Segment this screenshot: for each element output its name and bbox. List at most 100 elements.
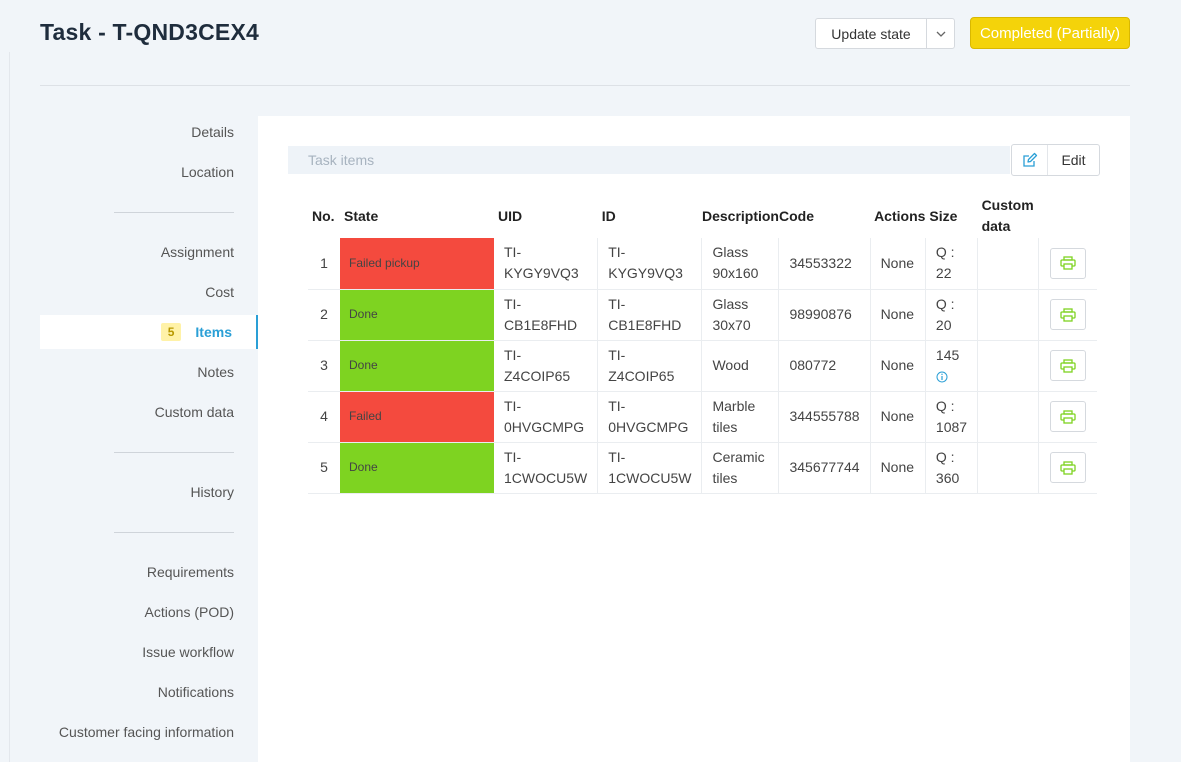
edit-label[interactable]: Edit — [1061, 152, 1086, 168]
column-header-state: State — [344, 207, 379, 224]
description-cell: Ceramic tiles — [701, 442, 779, 494]
uid-link[interactable]: TI- 0HVGCMPG — [494, 391, 598, 443]
printer-icon — [1060, 307, 1076, 322]
id-link[interactable]: TI- CB1E8FHD — [597, 289, 702, 341]
printer-icon — [1060, 358, 1076, 373]
column-header-size: Size — [929, 207, 958, 224]
table-row: 5 Done TI- 1CWOCU5W TI- 1CWOCU5W Ceramic ti… — [308, 442, 1097, 494]
print-cell — [1038, 238, 1097, 290]
code-link[interactable]: 080772 — [778, 340, 871, 392]
id-link[interactable]: TI- 1CWOCU5W — [597, 442, 702, 494]
edit-button[interactable]: Edit — [1011, 144, 1100, 176]
table-row: 4 Failed TI- 0HVGCMPG TI- 0HVGCMPG Marble t… — [308, 391, 1097, 443]
size-cell: Q :1087 — [924, 391, 978, 443]
uid-link[interactable]: TI- CB1E8FHD — [494, 289, 598, 341]
sidebar-item-requirements[interactable]: Requirements — [146, 564, 234, 580]
sidebar-item-actions-pod[interactable]: Actions (POD) — [144, 604, 234, 620]
status-badge: Completed (Partially) — [970, 17, 1130, 49]
items-count-badge: 5 — [160, 323, 182, 341]
uid-link[interactable]: TI- 1CWOCU5W — [494, 442, 598, 494]
items-panel: Task items Edit No. State UID ID Descrip… — [258, 116, 1130, 762]
custom-data-cell — [977, 289, 1039, 341]
actions-cell: None — [869, 340, 926, 392]
sidebar: Details Location Assignment Cost 5 Items… — [40, 112, 258, 752]
sidebar-item-label: Items — [195, 324, 232, 340]
info-icon[interactable] — [936, 371, 948, 383]
sidebar-item-notifications[interactable]: Notifications — [157, 684, 234, 700]
sidebar-item-assignment[interactable]: Assignment — [160, 244, 234, 260]
custom-data-cell — [977, 238, 1039, 290]
row-number: 5 — [308, 442, 340, 494]
column-header-actions: Actions — [874, 207, 926, 224]
description-cell: Marble tiles — [701, 391, 779, 443]
id-link[interactable]: TI- Z4COIP65 — [597, 340, 702, 392]
sidebar-item-history[interactable]: History — [190, 484, 234, 500]
sidebar-item-custom-data[interactable]: Custom data — [154, 404, 234, 420]
print-button[interactable] — [1050, 350, 1087, 381]
print-button[interactable] — [1050, 247, 1087, 279]
size-cell: Q :360 — [924, 442, 978, 494]
column-header-uid: UID — [498, 207, 523, 224]
sidebar-item-cost[interactable]: Cost — [205, 284, 234, 300]
printer-icon — [1060, 256, 1076, 270]
column-header-code: Code — [778, 207, 814, 224]
actions-cell: None — [869, 442, 926, 494]
uid-link[interactable]: TI- Z4COIP65 — [494, 340, 598, 392]
sidebar-item-issue-workflow[interactable]: Issue workflow — [142, 644, 234, 660]
print-button[interactable] — [1050, 299, 1087, 330]
items-table: No. State UID ID Description Code Action… — [308, 194, 1097, 494]
sidebar-item-notes[interactable]: Notes — [197, 364, 234, 380]
sidebar-divider — [40, 192, 258, 232]
column-header-id: ID — [601, 207, 616, 224]
id-link[interactable]: TI- 0HVGCMPG — [597, 391, 702, 443]
table-row: 1 Failed pickup TI- KYGY9VQ3 TI- KYGY9VQ3 … — [308, 238, 1097, 290]
sidebar-divider — [40, 512, 258, 552]
page-title: Task - T-QND3CEX4 — [40, 19, 259, 45]
update-state-caret[interactable] — [926, 19, 954, 48]
size-cell: Q :20 — [924, 289, 978, 341]
code-link[interactable]: 34553322 — [778, 238, 871, 290]
table-header-row: No. State UID ID Description Code Action… — [308, 194, 1097, 238]
sidebar-item-details[interactable]: Details — [191, 124, 234, 140]
code-link[interactable]: 344555788 — [778, 391, 871, 443]
state-badge: Failed pickup — [340, 238, 494, 290]
uid-link[interactable]: TI- KYGY9VQ3 — [494, 238, 598, 290]
printer-icon — [1060, 460, 1076, 475]
state-badge: Failed — [340, 391, 494, 443]
update-state-button[interactable]: Update state — [831, 25, 911, 42]
column-header-custom-data: Custom data — [981, 197, 1034, 234]
actions-cell: None — [869, 238, 926, 290]
row-number: 3 — [308, 340, 340, 392]
description-cell: Glass 90x160 — [701, 238, 779, 290]
state-badge: Done — [340, 442, 494, 494]
table-row: 2 Done TI- CB1E8FHD TI- CB1E8FHD Glass 30x7… — [308, 289, 1097, 341]
left-rule — [9, 52, 10, 762]
state-badge: Done — [340, 340, 494, 392]
column-header-description: Description — [701, 207, 779, 224]
print-cell — [1038, 340, 1097, 392]
chevron-down-icon — [936, 31, 945, 37]
edit-icon-button[interactable] — [1012, 145, 1048, 175]
print-button[interactable] — [1050, 452, 1087, 483]
table-row: 3 Done TI- Z4COIP65 TI- Z4COIP65 Wood 0807… — [308, 340, 1097, 392]
sidebar-item-customer-facing-information[interactable]: Customer facing information — [58, 724, 234, 740]
id-link[interactable]: TI- KYGY9VQ3 — [597, 238, 702, 290]
print-cell — [1038, 289, 1097, 341]
column-header-print — [1039, 194, 1097, 238]
custom-data-cell — [977, 442, 1039, 494]
row-number: 2 — [308, 289, 340, 341]
custom-data-cell — [977, 340, 1039, 392]
code-link[interactable]: 98990876 — [778, 289, 871, 341]
sidebar-item-location[interactable]: Location — [181, 164, 234, 180]
state-badge: Done — [340, 289, 494, 341]
actions-cell: None — [869, 289, 926, 341]
sidebar-item-items[interactable]: 5 Items — [40, 315, 258, 349]
print-cell — [1038, 442, 1097, 494]
code-link[interactable]: 345677744 — [778, 442, 871, 494]
print-button[interactable] — [1050, 401, 1087, 432]
row-number: 1 — [308, 238, 340, 290]
size-cell: Q :22 — [924, 238, 978, 290]
update-state-dropdown[interactable]: Update state — [815, 18, 955, 49]
edit-icon — [1022, 152, 1037, 167]
sidebar-divider — [40, 432, 258, 472]
